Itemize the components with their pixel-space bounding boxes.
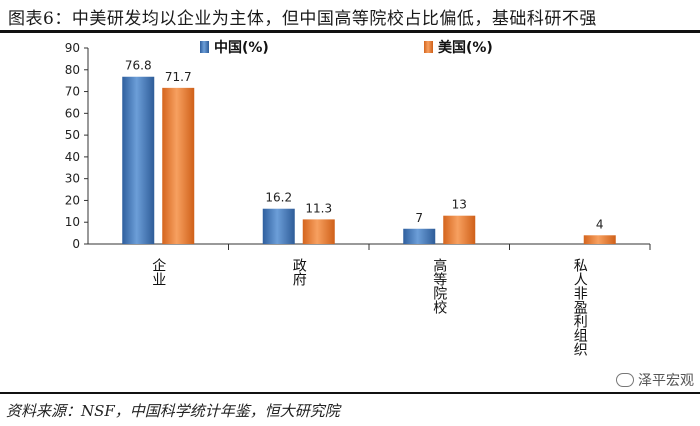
watermark: 泽平宏观 <box>616 370 694 390</box>
legend-label: 中国(%) <box>214 39 269 56</box>
bar-usa <box>443 215 476 244</box>
y-tick-label: 40 <box>65 150 80 164</box>
x-category-label: 高等院校 <box>431 257 447 314</box>
data-label: 4 <box>596 217 604 231</box>
data-label: 71.7 <box>165 70 192 84</box>
legend-label: 美国(%) <box>438 39 493 56</box>
x-category-label: 政府 <box>291 258 307 287</box>
y-tick-label: 60 <box>65 106 80 120</box>
wechat-icon <box>616 373 634 387</box>
title-rule <box>0 30 700 33</box>
legend-swatch <box>200 41 209 53</box>
bottom-rule <box>0 392 700 394</box>
data-label: 16.2 <box>265 191 292 205</box>
data-label: 11.3 <box>305 201 332 215</box>
bar-usa <box>583 235 616 244</box>
y-tick-label: 70 <box>65 85 80 99</box>
bar-china <box>403 228 436 244</box>
y-tick-label: 90 <box>65 41 80 55</box>
source-note: 资料来源：NSF，中国科学统计年鉴，恒大研究院 <box>6 402 340 420</box>
data-label: 7 <box>415 211 423 225</box>
y-tick-label: 0 <box>72 237 80 251</box>
data-label: 13 <box>452 198 467 212</box>
y-tick-label: 30 <box>65 172 80 186</box>
watermark-text: 泽平宏观 <box>638 373 694 389</box>
y-tick-label: 10 <box>65 215 80 229</box>
bar-china <box>122 76 155 244</box>
bar-usa <box>302 219 335 244</box>
x-category-label: 私人非盈利组织 <box>572 258 588 356</box>
y-tick-label: 80 <box>65 63 80 77</box>
x-category-label: 企业 <box>150 257 166 286</box>
bar-chart: 0 10 20 30 40 50 60 70 80 90 76.8 71.7 企业 16.2 11.3 政府 7… <box>65 39 651 356</box>
legend-swatch <box>424 41 433 53</box>
figure-title: 图表6：中美研发均以企业为主体，但中国高等院校占比偏低，基础科研不强 <box>8 9 597 29</box>
bar-china <box>262 208 295 244</box>
y-tick-label: 50 <box>65 128 80 142</box>
data-label: 76.8 <box>125 59 152 73</box>
bar-usa <box>162 87 195 244</box>
y-tick-label: 20 <box>65 193 80 207</box>
